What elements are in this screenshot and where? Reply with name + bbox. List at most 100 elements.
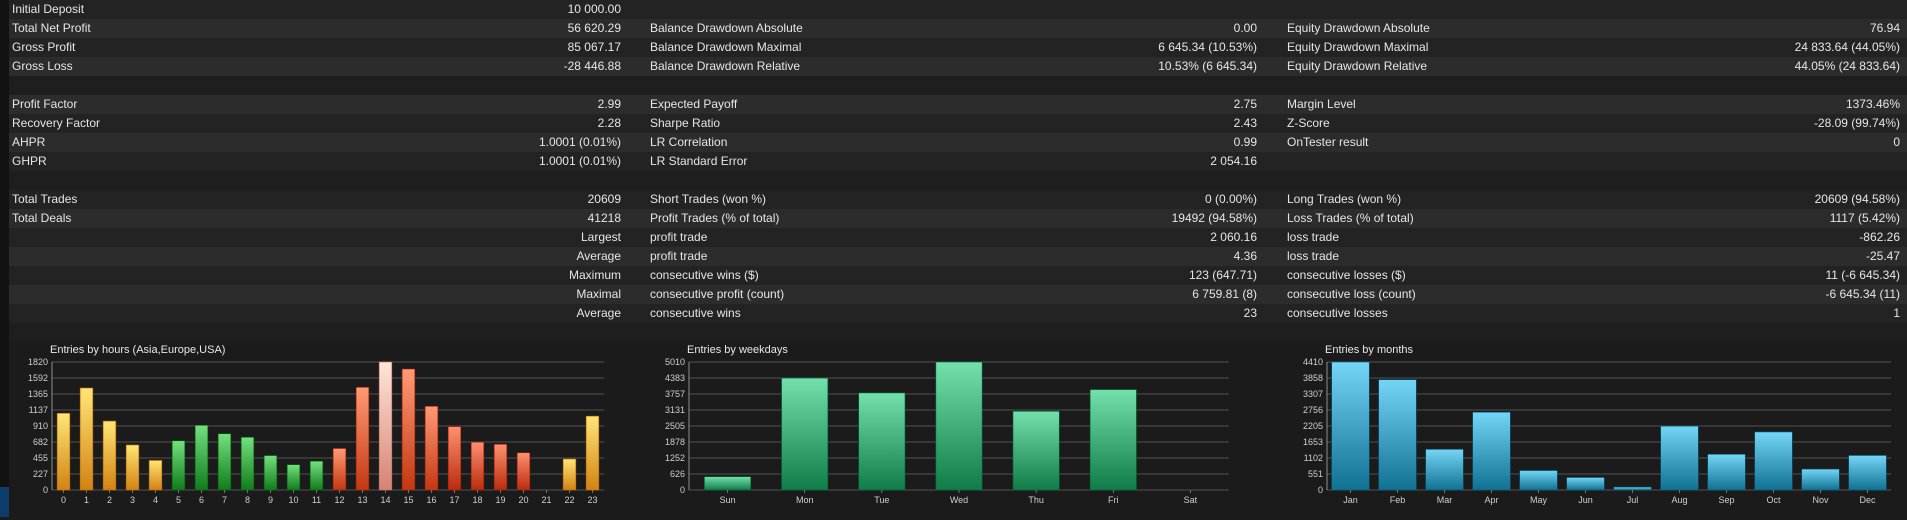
bar xyxy=(125,444,140,491)
metric-value: -28 446.88 xyxy=(563,59,621,73)
metric-label: AHPR xyxy=(12,135,46,149)
bar xyxy=(1754,431,1793,491)
summary-row: Recovery Factor 2.28 Sharpe Ratio 2.43 Z-Sco… xyxy=(9,114,1907,133)
metric-value: -28.09 (99.74%) xyxy=(1813,116,1900,130)
x-tick-label: 1 xyxy=(84,495,89,505)
metric-label: loss trade xyxy=(1287,249,1340,263)
bar xyxy=(194,424,209,491)
metric-label: consecutive losses xyxy=(1287,306,1388,320)
bar xyxy=(424,406,439,491)
metric-label: profit trade xyxy=(650,230,708,244)
metric-value: 0.99 xyxy=(1233,135,1257,149)
entries-charts-svg: Entries by hours (Asia,Europe,USA)022745… xyxy=(28,344,1891,505)
metric-label: LR Standard Error xyxy=(650,154,748,168)
y-tick-label: 1365 xyxy=(28,389,48,399)
bar xyxy=(1707,453,1746,491)
bar xyxy=(79,387,94,491)
y-tick-label: 1878 xyxy=(665,437,685,447)
x-tick-label: 16 xyxy=(426,495,436,505)
x-tick-label: 2 xyxy=(107,495,112,505)
x-tick-label: Jun xyxy=(1578,495,1593,505)
metric-value: 20609 xyxy=(587,192,621,206)
bar xyxy=(704,476,752,491)
summary-row: Maximum consecutive wins ($) 123 (647.71) c… xyxy=(9,266,1907,285)
bar xyxy=(56,413,71,491)
chart-2: Entries by months 0 551 1102 1653 2205 2756 330… xyxy=(1303,344,1891,505)
x-tick-label: 8 xyxy=(245,495,250,505)
metric-value: 0 xyxy=(1893,135,1900,149)
metric-label: Short Trades (won %) xyxy=(650,192,767,206)
x-tick-label: 19 xyxy=(495,495,505,505)
summary-row: Total Deals 41218 Profit Trades (% of tota… xyxy=(9,209,1907,228)
bar xyxy=(286,464,301,491)
metric-label: consecutive loss (count) xyxy=(1287,287,1416,301)
bar xyxy=(1089,389,1137,491)
metric-value: 85 067.17 xyxy=(567,40,621,54)
metric-label: consecutive profit (count) xyxy=(650,287,785,301)
bar xyxy=(858,392,906,491)
metric-label: LR Correlation xyxy=(650,135,728,149)
x-tick-label: 11 xyxy=(312,495,321,505)
y-tick-label: 1820 xyxy=(28,357,48,367)
chart-title: Entries by months xyxy=(1325,344,1414,356)
summary-row: AHPR 1.0001 (0.01%) LR Correlation 0.99 OnTe… xyxy=(9,133,1907,152)
x-tick-label: 3 xyxy=(130,495,135,505)
summary-row: Profit Factor 2.99 Expected Payoff 2.75 Marg… xyxy=(9,95,1907,114)
metric-group-label: Maximum xyxy=(568,268,621,282)
metric-group-label: Average xyxy=(576,249,621,263)
bar xyxy=(1519,470,1558,491)
y-tick-label: 0 xyxy=(680,485,685,495)
x-tick-label: 21 xyxy=(541,495,551,505)
metric-value: 2.99 xyxy=(597,97,621,111)
x-tick-label: 9 xyxy=(268,495,273,505)
y-tick-label: 1653 xyxy=(1303,437,1323,447)
metric-value: 24 833.64 (44.05%) xyxy=(1794,40,1900,54)
metric-label: Balance Drawdown Relative xyxy=(650,59,801,73)
metric-value: 10 000.00 xyxy=(567,2,621,16)
metric-value: 76.94 xyxy=(1869,21,1900,35)
bar xyxy=(217,433,232,491)
chart-1: Entries by weekdays 0 626 1252 1878 2505 3131 3… xyxy=(665,344,1229,505)
spacer-row xyxy=(9,76,1907,95)
metric-label: Loss Trades (% of total) xyxy=(1287,211,1414,225)
x-tick-label: 15 xyxy=(403,495,413,505)
chart-title: Entries by hours (Asia,Europe,USA) xyxy=(50,344,225,356)
bar xyxy=(171,440,186,491)
x-tick-label: Mon xyxy=(796,495,814,505)
x-tick-label: Wed xyxy=(950,495,968,505)
bar xyxy=(585,415,600,491)
summary-row: Gross Loss -28 446.88 Balance Drawdown Rel… xyxy=(9,57,1907,76)
metric-value: -25.47 xyxy=(1865,249,1900,263)
y-tick-label: 910 xyxy=(33,421,48,431)
x-tick-label: 13 xyxy=(357,495,367,505)
bar xyxy=(309,460,324,491)
metric-value: 11 (-6 645.34) xyxy=(1825,268,1901,282)
x-tick-label: Sat xyxy=(1184,495,1198,505)
left-dock-strip xyxy=(0,0,9,517)
bar xyxy=(447,426,462,491)
metric-label: Equity Drawdown Maximal xyxy=(1287,40,1429,54)
metric-value: -6 645.34 (11) xyxy=(1825,287,1901,301)
metric-label: Profit Trades (% of total) xyxy=(650,211,780,225)
x-tick-label: Sun xyxy=(720,495,736,505)
metric-value: 4.36 xyxy=(1233,249,1257,263)
metric-label: consecutive wins ($) xyxy=(650,268,759,282)
metric-value: 41218 xyxy=(587,211,621,225)
metric-label: Profit Factor xyxy=(12,97,78,111)
y-tick-label: 227 xyxy=(33,469,48,479)
bar xyxy=(1012,411,1060,491)
bar xyxy=(102,420,117,491)
summary-row: Total Trades 20609 Short Trades (won %) 0 (… xyxy=(9,190,1907,209)
bar xyxy=(1613,486,1652,491)
x-tick-label: 22 xyxy=(564,495,574,505)
y-tick-label: 2205 xyxy=(1303,421,1323,431)
metric-value: 56 620.29 xyxy=(567,21,621,35)
metric-value: 0 (0.00%) xyxy=(1204,192,1257,206)
dock-tab[interactable] xyxy=(0,487,9,517)
x-tick-label: Feb xyxy=(1390,495,1406,505)
chart-title: Entries by weekdays xyxy=(687,344,788,356)
bar xyxy=(493,443,508,491)
metric-value: 2 060.16 xyxy=(1210,230,1257,244)
metric-label: Equity Drawdown Relative xyxy=(1287,59,1428,73)
summary-row: Total Net Profit 56 620.29 Balance Drawdow… xyxy=(9,19,1907,38)
